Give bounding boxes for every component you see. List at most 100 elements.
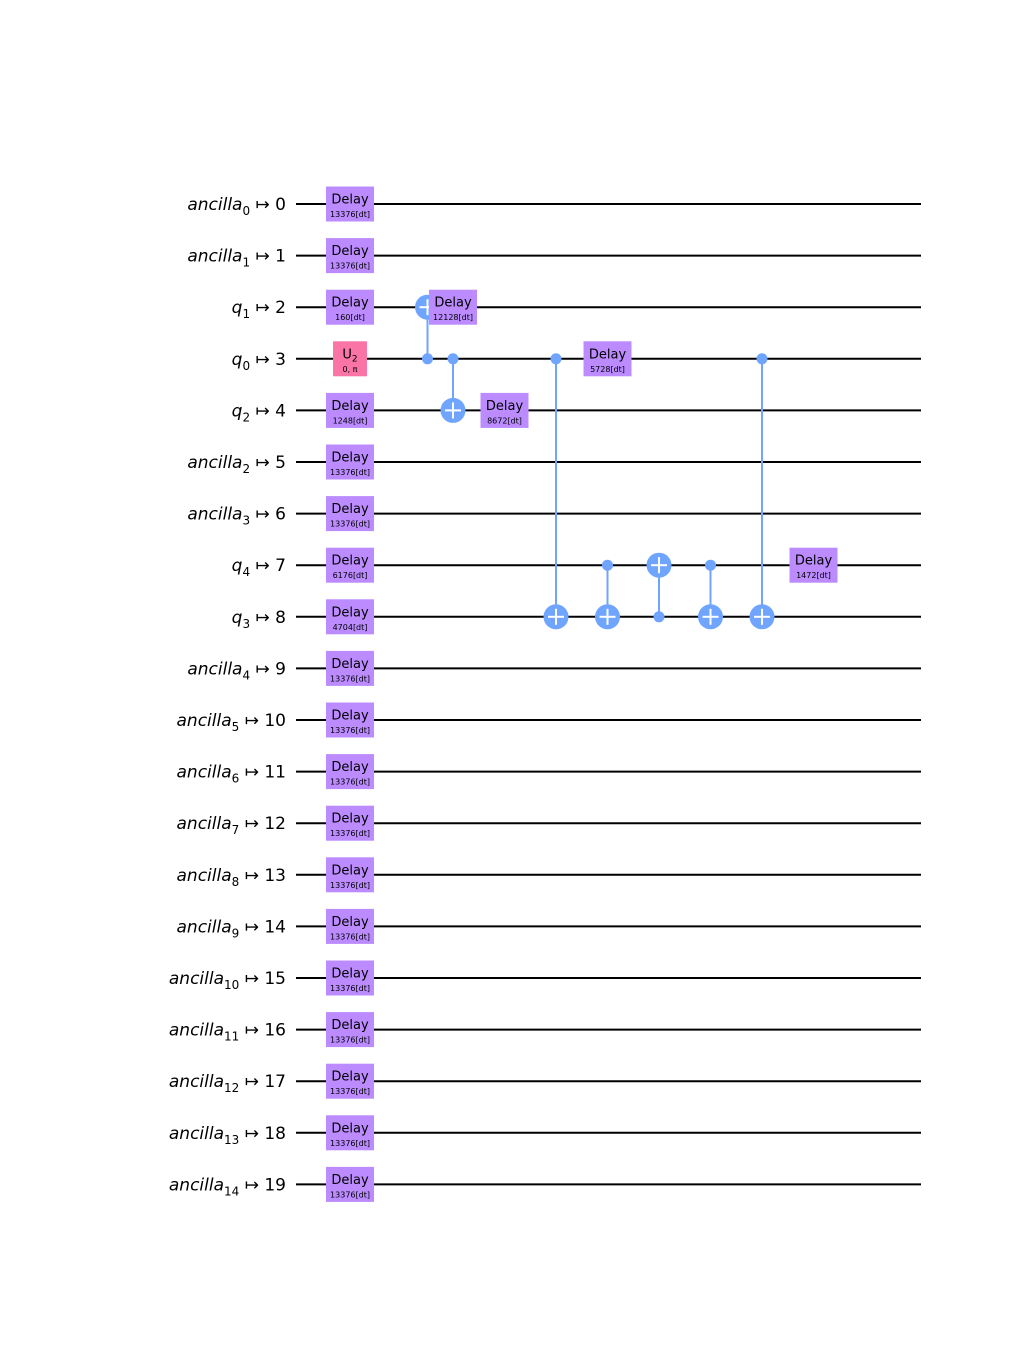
gate-label: Delay	[331, 502, 369, 517]
gate-param: 13376[dt]	[330, 1036, 370, 1045]
wire-label-13: ancilla8 ↦ 13	[177, 866, 286, 889]
delay-gate: Delay 4704[dt]	[326, 599, 374, 635]
wire-register-index: 13	[224, 1133, 239, 1147]
wire-label-8: q3 ↦ 8	[232, 608, 286, 631]
delay-gate: Delay 13376[dt]	[326, 1063, 374, 1099]
physical-qubit-index: 5	[275, 453, 286, 473]
wire-label-2: q1 ↦ 2	[232, 298, 286, 321]
delay-gate: Delay 160[dt]	[326, 289, 374, 325]
gate-box	[326, 960, 374, 996]
gate-box	[326, 650, 374, 686]
cnot-gate	[646, 552, 672, 623]
wire-register-index: 8	[232, 875, 240, 889]
wire-label-15: ancilla10 ↦ 15	[169, 969, 286, 992]
mapping-arrow: ↦	[239, 814, 264, 834]
gate-label: Delay	[434, 296, 472, 311]
gate-param: 13376[dt]	[330, 932, 370, 941]
gate-label-text: Delay	[331, 709, 369, 724]
wire-label-14: ancilla9 ↦ 14	[177, 917, 286, 940]
delay-gate: Delay 13376[dt]	[326, 908, 374, 944]
gate-label-text: Delay	[331, 244, 369, 259]
cnot-gate	[595, 559, 620, 630]
wire-register-index: 12	[224, 1081, 239, 1095]
cnot-control-dot	[756, 353, 768, 365]
physical-qubit-index: 0	[275, 195, 286, 215]
wire-register-name: ancilla	[187, 659, 242, 679]
mapping-arrow: ↦	[239, 1175, 264, 1195]
physical-qubit-index: 8	[275, 608, 286, 628]
wire-register-index: 0	[242, 359, 250, 373]
gate-label-text: Delay	[331, 760, 369, 775]
gate-label: Delay	[589, 347, 627, 362]
delay-gate: Delay 13376[dt]	[326, 805, 374, 841]
cnot-gate	[698, 559, 723, 630]
cnot-control-dot	[705, 559, 716, 571]
wire-register-index: 2	[242, 410, 250, 424]
gate-label-text: Delay	[589, 347, 627, 362]
gate-box	[326, 908, 374, 944]
wire-register-index: 7	[232, 823, 240, 837]
wire-label-4: q2 ↦ 4	[232, 401, 286, 424]
mapping-arrow: ↦	[239, 711, 264, 731]
wire-register-name: q	[232, 401, 243, 421]
gate-box	[326, 496, 374, 532]
physical-qubit-index: 13	[264, 866, 286, 886]
gate-label: Delay	[331, 244, 369, 259]
wire-register-name: ancilla	[187, 453, 242, 473]
delay-gate: Delay 13376[dt]	[326, 444, 374, 480]
physical-qubit-index: 14	[264, 917, 286, 937]
wire-label-19: ancilla14 ↦ 19	[169, 1175, 286, 1198]
gate-param: 12128[dt]	[433, 313, 473, 322]
gate-param: 13376[dt]	[330, 726, 370, 735]
gate-label-text: Delay	[331, 967, 369, 982]
cnot-gate	[543, 353, 569, 630]
delay-gate: Delay 12128[dt]	[429, 289, 477, 325]
mapping-arrow: ↦	[239, 1124, 264, 1144]
gate-label-text: Delay	[331, 296, 369, 311]
wire-register-name: ancilla	[177, 866, 232, 886]
gate-box	[583, 341, 632, 377]
gate-box	[326, 1012, 374, 1048]
physical-qubit-index: 10	[264, 711, 286, 731]
gate-label: Delay	[331, 554, 369, 569]
physical-qubit-index: 4	[275, 401, 286, 421]
gate-box	[480, 392, 529, 428]
delay-gate: Delay 1472[dt]	[789, 547, 838, 583]
cnot-control-dot	[602, 559, 613, 571]
mapping-arrow: ↦	[250, 659, 275, 679]
gate-label: Delay	[331, 1018, 369, 1033]
gate-box	[326, 805, 374, 841]
delay-gate: Delay 5728[dt]	[583, 341, 632, 377]
wire-register-name: ancilla	[177, 917, 232, 937]
gate-label-text: Delay	[331, 399, 369, 414]
gate-label-text: Delay	[331, 915, 369, 930]
wire-label-9: ancilla4 ↦ 9	[187, 659, 286, 682]
cnot-target	[595, 604, 620, 630]
delay-gate: Delay 13376[dt]	[326, 238, 374, 274]
u2-gate: U20, π	[333, 341, 367, 377]
wire-label-1: ancilla1 ↦ 1	[187, 247, 286, 270]
wire-register-index: 4	[242, 565, 250, 579]
gate-box	[326, 702, 374, 738]
delay-gate: Delay 13376[dt]	[326, 650, 374, 686]
gate-label-text: Delay	[331, 605, 369, 620]
gate-param: 13376[dt]	[330, 1087, 370, 1096]
mapping-arrow: ↦	[250, 505, 275, 525]
gate-param: 13376[dt]	[330, 468, 370, 477]
physical-qubit-index: 12	[264, 814, 286, 834]
gate-box	[326, 754, 374, 790]
gate-label-text: Delay	[331, 193, 369, 208]
gate-label-text: Delay	[331, 812, 369, 827]
mapping-arrow: ↦	[239, 1021, 264, 1041]
physical-qubit-index: 7	[275, 556, 286, 576]
gate-label: Delay	[331, 605, 369, 620]
gate-label: Delay	[331, 1070, 369, 1085]
wire-label-0: ancilla0 ↦ 0	[187, 195, 286, 218]
gate-label: Delay	[331, 812, 369, 827]
physical-qubit-index: 9	[275, 659, 286, 679]
delay-gate: Delay 13376[dt]	[326, 1115, 374, 1151]
gate-param: 13376[dt]	[330, 881, 370, 890]
wire-register-index: 9	[232, 926, 240, 940]
wire-register-index: 6	[232, 772, 240, 786]
physical-qubit-index: 19	[264, 1175, 286, 1195]
